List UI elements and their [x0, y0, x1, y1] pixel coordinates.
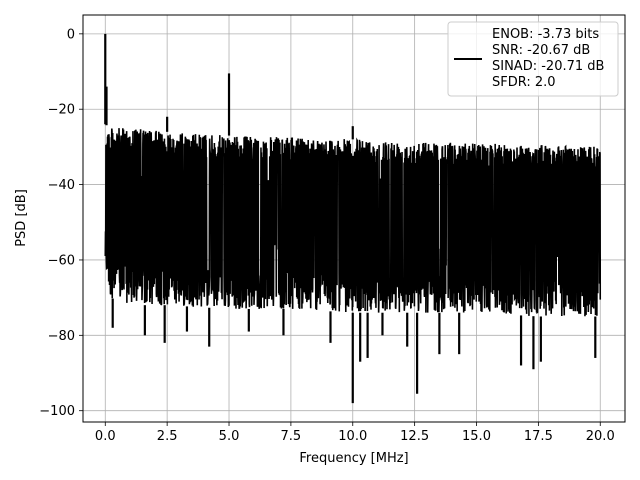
- legend-line-sinad: SINAD: -20.71 dB: [492, 59, 604, 74]
- y-tick-label: −60: [48, 253, 75, 268]
- x-tick-label: 0.0: [95, 429, 116, 444]
- y-tick-label: 0: [67, 27, 75, 42]
- plot-area: [104, 33, 602, 404]
- axes-frame: [82, 14, 626, 423]
- y-tick-label: −20: [48, 103, 75, 118]
- x-tick-label: 12.5: [400, 429, 429, 444]
- x-tick-label: 20.0: [586, 429, 615, 444]
- x-tick-label: 2.5: [157, 429, 178, 444]
- legend-line-sfdr: SFDR: 2.0: [492, 75, 556, 90]
- x-tick-label: 15.0: [462, 429, 491, 444]
- psd-series-line: [104, 128, 602, 317]
- legend-line-snr: SNR: -20.67 dB: [492, 43, 590, 58]
- y-axis-ticks: 0 −20 −40 −60 −80 −100: [39, 27, 83, 419]
- x-tick-label: 5.0: [219, 429, 240, 444]
- legend-box: [447, 21, 619, 97]
- y-tick-label: −40: [48, 178, 75, 193]
- y-axis-label: PSD [dB]: [14, 189, 29, 247]
- x-tick-label: 7.5: [281, 429, 302, 444]
- y-tick-label: −100: [39, 404, 75, 419]
- x-axis-ticks: 0.0 2.5 5.0 7.5 10.0 12.5 15.0 17.5 20.0: [95, 422, 615, 444]
- y-tick-label: −80: [48, 329, 75, 344]
- x-tick-label: 17.5: [524, 429, 553, 444]
- x-axis-label: Frequency [MHz]: [299, 451, 408, 466]
- legend-line-enob: ENOB: -3.73 bits: [492, 27, 599, 42]
- x-tick-label: 10.0: [338, 429, 367, 444]
- legend: ENOB: -3.73 bits SNR: -20.67 dB SINAD: -…: [447, 21, 619, 97]
